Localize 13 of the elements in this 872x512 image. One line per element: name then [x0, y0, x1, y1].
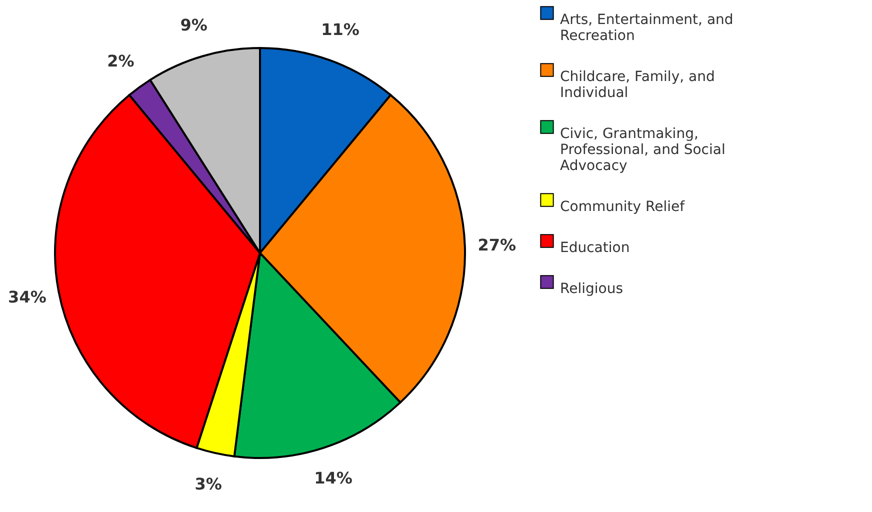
- data-label: 27%: [478, 236, 516, 255]
- legend-label: Religious: [560, 281, 623, 297]
- data-label: 11%: [321, 20, 360, 40]
- data-label: 2%: [107, 51, 134, 70]
- data-label: 9%: [180, 15, 208, 34]
- data-label: 34%: [8, 287, 46, 306]
- legend-label: Community Relief: [560, 199, 686, 215]
- legend-label: Arts, Entertainment, and Recreation: [560, 12, 734, 44]
- data-label: 14%: [314, 468, 352, 488]
- legend-label: Education: [560, 240, 630, 256]
- data-label: 3%: [194, 474, 222, 494]
- legend-label: Civic, Grantmaking, Professional, and Social Advocacy: [560, 126, 726, 174]
- legend-label: Childcare, Family, and Individual: [560, 69, 715, 101]
